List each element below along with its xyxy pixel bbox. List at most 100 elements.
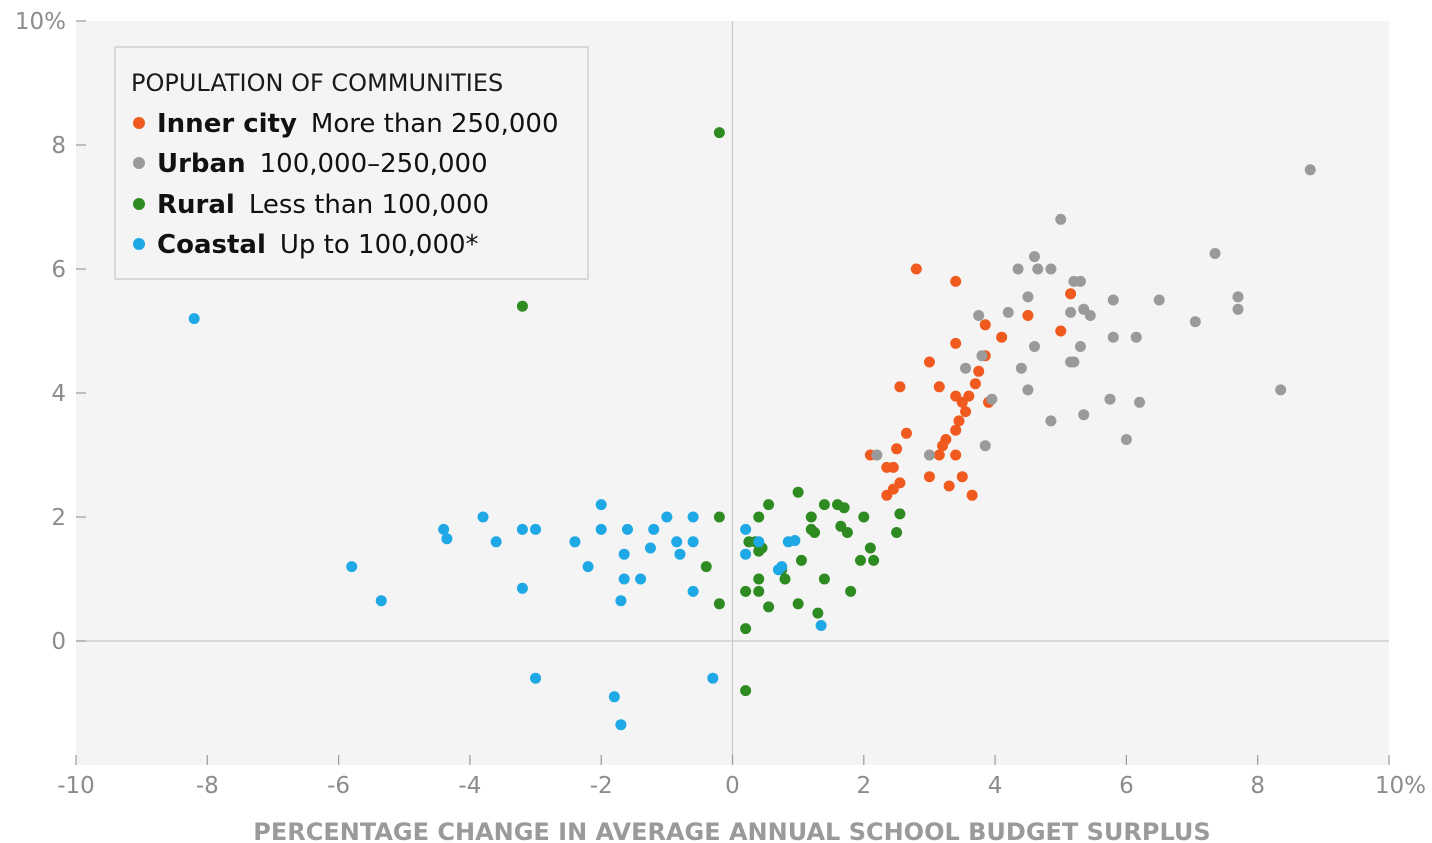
point-inner-city xyxy=(923,471,935,483)
point-inner-city xyxy=(996,331,1008,343)
y-tick-label: 10% xyxy=(15,9,66,35)
point-rural xyxy=(864,542,876,554)
point-coastal xyxy=(618,548,630,560)
point-urban xyxy=(1084,310,1096,321)
point-coastal xyxy=(740,548,752,560)
point-inner-city xyxy=(950,424,962,436)
point-inner-city xyxy=(1065,288,1077,300)
x-tick-label: 8 xyxy=(1250,773,1265,799)
point-coastal xyxy=(621,523,633,535)
y-tick-label: 6 xyxy=(51,257,66,283)
point-urban xyxy=(1232,303,1244,315)
point-rural xyxy=(779,573,791,585)
point-inner-city xyxy=(943,480,955,492)
point-coastal xyxy=(569,536,581,548)
point-urban xyxy=(1002,306,1014,318)
x-tick-label: 2 xyxy=(856,773,871,799)
point-urban xyxy=(1022,384,1034,396)
point-inner-city xyxy=(966,489,978,501)
point-urban xyxy=(1130,331,1142,343)
point-inner-city xyxy=(1022,310,1034,321)
point-coastal xyxy=(687,585,699,597)
point-rural xyxy=(894,508,906,520)
point-coastal xyxy=(815,620,827,631)
point-coastal xyxy=(188,313,200,325)
point-urban xyxy=(1015,362,1027,374)
point-inner-city xyxy=(933,381,945,393)
point-rural xyxy=(713,598,725,610)
point-rural xyxy=(805,511,817,523)
point-coastal xyxy=(674,548,686,560)
legend-label-rural: Rural xyxy=(157,190,235,220)
point-urban xyxy=(1107,294,1119,306)
point-inner-city xyxy=(973,365,985,377)
x-tick-label: -4 xyxy=(458,773,481,799)
point-urban xyxy=(1134,396,1146,408)
point-coastal xyxy=(615,595,627,607)
legend-description-urban: 100,000–250,000 xyxy=(260,149,488,179)
point-inner-city xyxy=(894,381,906,393)
point-coastal xyxy=(346,561,358,573)
point-urban xyxy=(1028,251,1040,263)
point-inner-city xyxy=(960,406,972,418)
point-rural xyxy=(818,573,830,585)
point-rural xyxy=(713,127,725,139)
point-urban xyxy=(1065,306,1077,318)
y-tick-label: 2 xyxy=(51,505,66,531)
point-inner-city xyxy=(923,356,935,368)
y-tick-label: 0 xyxy=(51,629,66,655)
point-urban xyxy=(1022,291,1034,303)
point-urban xyxy=(1107,331,1119,343)
point-coastal xyxy=(582,561,594,573)
point-inner-city xyxy=(900,427,912,439)
point-coastal xyxy=(789,535,801,547)
point-rural xyxy=(753,511,765,523)
x-tick-label: -8 xyxy=(196,773,219,799)
point-coastal xyxy=(615,719,627,731)
point-urban xyxy=(976,350,988,362)
point-coastal xyxy=(530,523,542,535)
legend-marker-inner-city xyxy=(133,117,145,129)
point-urban xyxy=(1209,248,1221,259)
point-coastal xyxy=(530,672,542,684)
point-rural xyxy=(838,502,850,514)
point-rural xyxy=(792,486,804,498)
point-coastal xyxy=(595,523,607,535)
point-rural xyxy=(700,561,712,573)
y-axis-ticks: 10% 8 6 4 2 0 xyxy=(15,9,86,655)
point-rural xyxy=(858,511,870,523)
point-inner-city xyxy=(950,449,962,461)
x-axis-label: PERCENTAGE CHANGE IN AVERAGE ANNUAL SCHO… xyxy=(253,818,1210,843)
point-urban xyxy=(1232,291,1244,303)
point-urban xyxy=(1045,263,1057,275)
point-inner-city xyxy=(950,275,962,287)
point-urban xyxy=(1104,393,1116,405)
point-coastal xyxy=(687,511,699,523)
point-rural xyxy=(763,601,775,613)
x-tick-label: 4 xyxy=(988,773,1003,799)
point-rural xyxy=(891,527,903,538)
y-tick-label: 4 xyxy=(51,381,66,407)
point-inner-city xyxy=(956,471,968,483)
point-urban xyxy=(979,440,991,452)
x-tick-label: 6 xyxy=(1119,773,1134,799)
point-rural xyxy=(516,300,528,312)
point-coastal xyxy=(516,582,528,594)
legend: POPULATION OF COMMUNITIES Inner city More… xyxy=(114,46,589,280)
y-tick-label: 8 xyxy=(51,133,66,159)
point-rural xyxy=(809,527,821,538)
point-rural xyxy=(740,585,752,597)
point-inner-city xyxy=(881,489,893,501)
legend-marker-coastal xyxy=(133,238,145,250)
point-inner-city xyxy=(937,440,949,452)
x-tick-label: 10% xyxy=(1375,773,1426,799)
x-tick-label: 0 xyxy=(725,773,740,799)
point-coastal xyxy=(516,523,528,535)
x-axis-ticks: -10 -8 -6 -4 -2 0 2 4 6 8 10% xyxy=(57,755,1426,799)
point-urban xyxy=(923,449,935,461)
point-urban xyxy=(1275,384,1287,396)
point-inner-city xyxy=(887,461,899,473)
point-rural xyxy=(855,554,867,566)
zero-axis-lines xyxy=(76,21,1389,765)
point-urban xyxy=(973,310,985,321)
